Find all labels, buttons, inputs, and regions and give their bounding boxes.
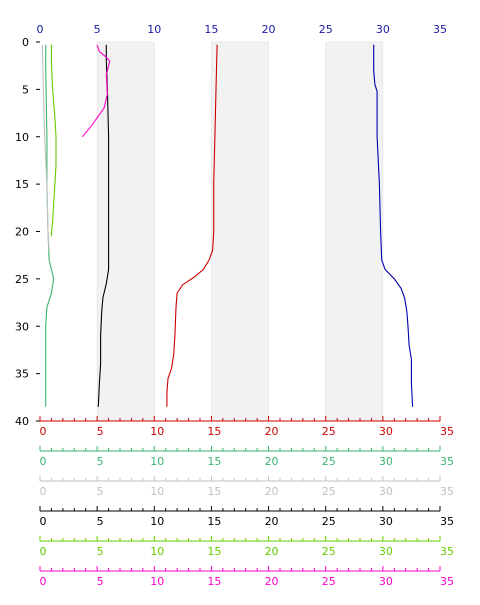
bottom-axis-4-label-0: 0 — [40, 545, 47, 558]
bottom-axis-1-label-3: 15 — [207, 455, 221, 468]
bottom-axis-2-label-6: 30 — [379, 485, 393, 498]
bottom-axis-4-label-1: 5 — [97, 545, 104, 558]
bottom-axis-0-label-2: 10 — [150, 425, 164, 438]
bottom-axis-1-label-0: 0 — [40, 455, 47, 468]
depth-tick-label-6: 30 — [15, 320, 29, 333]
depth-tick-label-1: 5 — [22, 83, 29, 96]
shaded-band-1 — [211, 41, 269, 422]
top-axis: 0 5 10 15 20 25 30 35 — [37, 23, 448, 36]
depth-axis: 0 5 10 15 20 25 30 35 40 — [15, 36, 40, 428]
bottom-axis-0-label-3: 15 — [207, 425, 221, 438]
top-tick-label-6: 30 — [376, 23, 390, 36]
depth-tick-label-4: 20 — [15, 226, 29, 239]
bottom-axis-1-label-7: 35 — [440, 455, 454, 468]
bottom-axis-3-label-5: 25 — [322, 515, 336, 528]
series-line-1 — [166, 44, 218, 407]
bottom-axis-0-label-7: 35 — [440, 425, 454, 438]
bottom-axis-2-label-5: 25 — [322, 485, 336, 498]
bottom-axis-5-label-3: 15 — [207, 575, 221, 588]
bottom-axis-0-label-4: 20 — [265, 425, 279, 438]
bottom-axis-2-label-7: 35 — [440, 485, 454, 498]
bottom-axis-4-label-5: 25 — [322, 545, 336, 558]
shaded-band-2 — [325, 41, 384, 422]
bottom-axis-2-label-1: 5 — [97, 485, 104, 498]
depth-tick-label-0: 0 — [22, 36, 29, 49]
series-line-3 — [50, 44, 57, 237]
series-line-0 — [373, 44, 414, 407]
bottom-axis-4-label-3: 15 — [207, 545, 221, 558]
bottom-axis-0-label-0: 0 — [40, 425, 47, 438]
bottom-axis-4: 0 5 10 15 20 25 30 35 — [39, 536, 454, 558]
bottom-axis-3-label-3: 15 — [207, 515, 221, 528]
top-tick-label-1: 5 — [94, 23, 101, 36]
series-layer — [41, 44, 414, 407]
bottom-axis-5-label-7: 35 — [440, 575, 454, 588]
depth-tick-label-5: 25 — [15, 273, 29, 286]
series-line-6 — [81, 44, 111, 138]
series-line-4 — [45, 44, 55, 407]
bottom-axis-4-label-2: 10 — [150, 545, 164, 558]
bottom-axis-0-label-6: 30 — [379, 425, 393, 438]
shaded-bands — [96, 41, 384, 422]
bottom-axis-3-label-4: 20 — [265, 515, 279, 528]
top-tick-label-0: 0 — [37, 23, 44, 36]
top-tick-label-2: 10 — [147, 23, 161, 36]
top-tick-label-7: 35 — [433, 23, 447, 36]
depth-tick-label-8: 40 — [15, 415, 29, 428]
top-tick-label-4: 20 — [262, 23, 276, 36]
bottom-axis-5-label-0: 0 — [40, 575, 47, 588]
bottom-axis-1: 0 5 10 15 20 25 30 35 — [39, 446, 454, 468]
bottom-axis-1-label-4: 20 — [265, 455, 279, 468]
depth-tick-label-7: 35 — [15, 368, 29, 381]
bottom-axis-0: 0 5 10 15 20 25 30 35 — [39, 416, 454, 438]
bottom-axis-2-label-4: 20 — [265, 485, 279, 498]
bottom-axes: 0 5 10 15 20 25 30 35 0 5 10 15 20 25 30 35 0 5 10 15 20 25 30… — [39, 416, 454, 588]
bottom-axis-5-label-6: 30 — [379, 575, 393, 588]
top-tick-label-3: 15 — [204, 23, 218, 36]
bottom-axis-2: 0 5 10 15 20 25 30 35 — [39, 476, 454, 498]
bottom-axis-0-label-5: 25 — [322, 425, 336, 438]
bottom-axis-2-label-3: 15 — [207, 485, 221, 498]
bottom-axis-3-label-1: 5 — [97, 515, 104, 528]
bottom-axis-3-label-6: 30 — [379, 515, 393, 528]
bottom-axis-4-label-7: 35 — [440, 545, 454, 558]
bottom-axis-4-label-4: 20 — [265, 545, 279, 558]
series-line-5 — [41, 44, 50, 251]
bottom-axis-5-label-1: 5 — [97, 575, 104, 588]
bottom-axis-1-label-5: 25 — [322, 455, 336, 468]
bottom-axis-2-label-0: 0 — [40, 485, 47, 498]
bottom-axis-5-label-4: 20 — [265, 575, 279, 588]
depth-tick-label-3: 15 — [15, 178, 29, 191]
depth-tick-label-2: 10 — [15, 131, 29, 144]
top-tick-label-5: 25 — [319, 23, 333, 36]
bottom-axis-1-label-2: 10 — [150, 455, 164, 468]
bottom-axis-0-label-1: 5 — [97, 425, 104, 438]
bottom-axis-5: 0 5 10 15 20 25 30 35 — [39, 566, 454, 588]
bottom-axis-2-label-2: 10 — [150, 485, 164, 498]
bottom-axis-5-label-5: 25 — [322, 575, 336, 588]
bottom-axis-1-label-6: 30 — [379, 455, 393, 468]
bottom-axis-3-label-0: 0 — [40, 515, 47, 528]
shaded-band-0 — [96, 41, 155, 422]
series-line-2 — [97, 44, 110, 407]
bottom-axis-3-label-7: 35 — [440, 515, 454, 528]
bottom-axis-3-label-2: 10 — [150, 515, 164, 528]
bottom-axis-4-label-6: 30 — [379, 545, 393, 558]
bottom-axis-3: 0 5 10 15 20 25 30 35 — [39, 506, 454, 528]
bottom-axis-1-label-1: 5 — [97, 455, 104, 468]
bottom-axis-5-label-2: 10 — [150, 575, 164, 588]
